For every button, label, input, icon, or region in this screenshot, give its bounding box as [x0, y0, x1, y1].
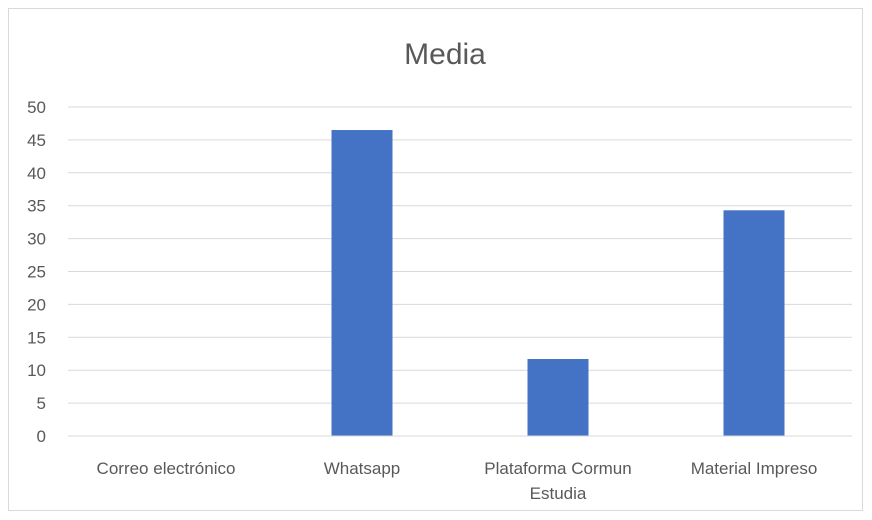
y-tick-label: 50: [27, 98, 46, 117]
y-tick-label: 5: [37, 394, 46, 413]
chart-frame: [8, 8, 863, 511]
x-category-label: Plataforma Cormun: [484, 459, 631, 478]
y-tick-label: 35: [27, 197, 46, 216]
bar: [527, 359, 589, 436]
y-axis-ticks: 0 5 10 15 20 25 30 35 40 45 50: [27, 98, 46, 446]
chart-title: Media: [404, 38, 486, 71]
bar: [723, 210, 785, 436]
x-category-label: Estudia: [530, 484, 587, 503]
x-category-label: Whatsapp: [324, 459, 401, 478]
bar: [331, 130, 393, 436]
bars: [331, 130, 785, 436]
y-tick-label: 10: [27, 361, 46, 380]
y-tick-label: 15: [27, 328, 46, 347]
x-category-label: Material Impreso: [691, 459, 818, 478]
y-tick-label: 20: [27, 295, 46, 314]
y-tick-label: 25: [27, 263, 46, 282]
y-tick-label: 30: [27, 230, 46, 249]
y-tick-label: 0: [37, 427, 46, 446]
x-category-label: Correo electrónico: [97, 459, 236, 478]
x-axis-labels: Correo electrónico Whatsapp Plataforma Cor…: [97, 459, 818, 503]
gridlines: [68, 106, 852, 404]
y-tick-label: 45: [27, 131, 46, 150]
y-tick-label: 40: [27, 164, 46, 183]
